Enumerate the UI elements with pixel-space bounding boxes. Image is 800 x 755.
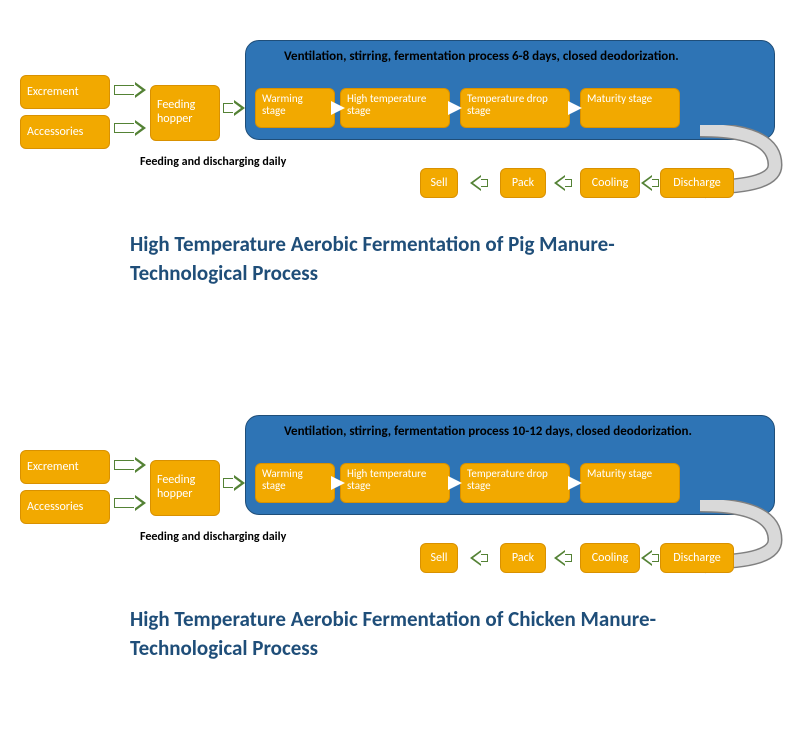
fermentation-description: Ventilation, stirring, fermentation proc…: [258, 424, 758, 439]
stage-0: Warming stage: [255, 463, 335, 503]
caption-feeding: Feeding and discharging daily: [140, 155, 286, 169]
stage-0: Warming stage: [255, 88, 335, 128]
output-cooling: Cooling: [580, 168, 640, 198]
output-pack: Pack: [500, 543, 546, 573]
stage-3: Maturity stage: [580, 88, 680, 128]
output-discharge: Discharge: [660, 543, 734, 573]
output-sell: Sell: [420, 168, 458, 198]
output-discharge: Discharge: [660, 168, 734, 198]
input-excrement: Excrement: [20, 75, 110, 109]
diagram-title: High Temperature Aerobic Fermentation of…: [130, 230, 690, 289]
output-pack: Pack: [500, 168, 546, 198]
stage-arrow-icon: [448, 476, 462, 490]
feeding-hopper: Feeding hopper: [150, 460, 220, 516]
stage-arrow-icon: [568, 476, 582, 490]
stage-2: Temperature drop stage: [460, 88, 570, 128]
stage-arrow-icon: [568, 101, 582, 115]
stage-2: Temperature drop stage: [460, 463, 570, 503]
input-accessories: Accessories: [20, 115, 110, 149]
input-accessories: Accessories: [20, 490, 110, 524]
output-cooling: Cooling: [580, 543, 640, 573]
diagram-title: High Temperature Aerobic Fermentation of…: [130, 605, 690, 664]
stage-arrow-icon: [331, 101, 345, 115]
stage-1: High temperature stage: [340, 463, 450, 503]
stage-arrow-icon: [331, 476, 345, 490]
fermentation-description: Ventilation, stirring, fermentation proc…: [258, 49, 758, 64]
feeding-hopper: Feeding hopper: [150, 85, 220, 141]
output-sell: Sell: [420, 543, 458, 573]
stage-3: Maturity stage: [580, 463, 680, 503]
input-excrement: Excrement: [20, 450, 110, 484]
stage-arrow-icon: [448, 101, 462, 115]
caption-feeding: Feeding and discharging daily: [140, 530, 286, 544]
stage-1: High temperature stage: [340, 88, 450, 128]
